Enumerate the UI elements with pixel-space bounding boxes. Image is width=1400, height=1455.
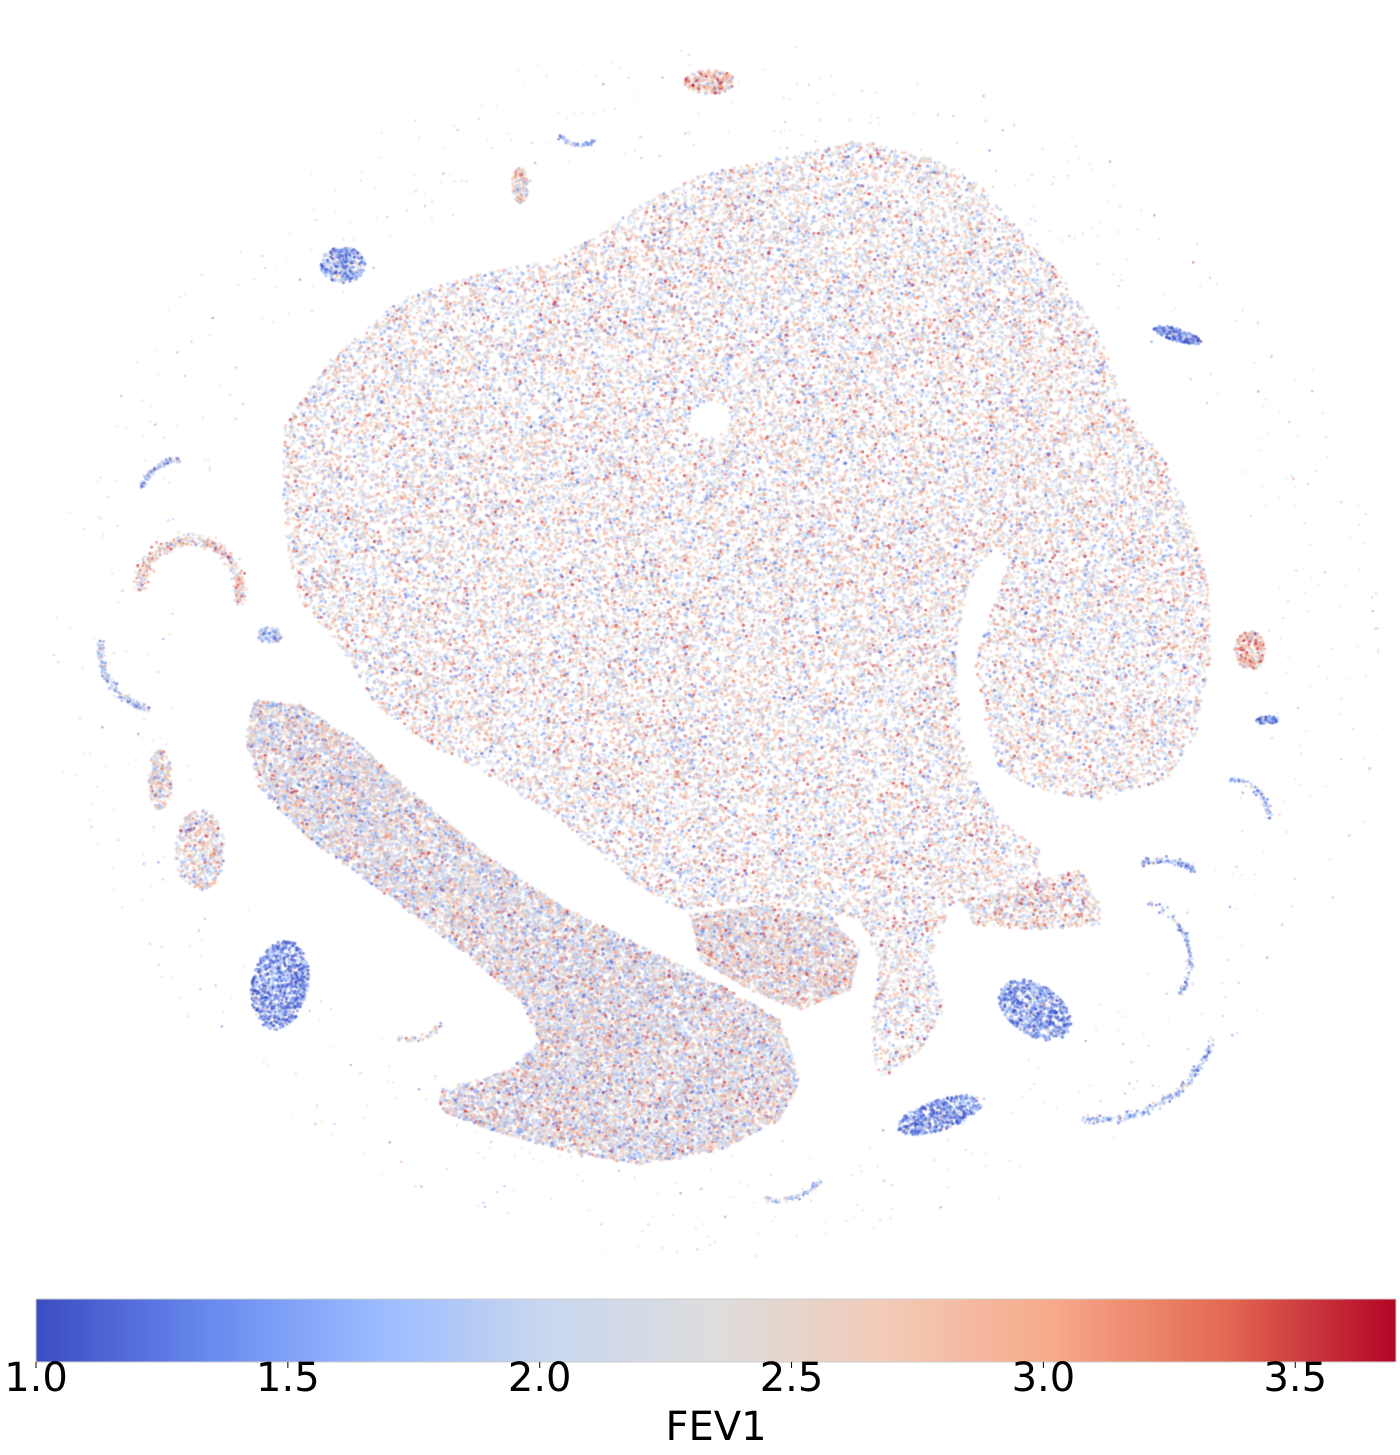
- colorbar-ticks: 1.0 1.5 2.0 2.5 3.0 3.5: [4, 1355, 1327, 1401]
- colorbar-tick-label: 1.5: [256, 1355, 320, 1401]
- colorbar-tick-label: 3.5: [1263, 1355, 1327, 1401]
- colorbar-gradient: [35, 1298, 1397, 1363]
- tsne-scatter-points: [0, 0, 1400, 1290]
- scatter-plot-area: [0, 0, 1400, 1290]
- colorbar: 1.0 1.5 2.0 2.5 3.0 3.5 FEV1: [0, 1290, 1400, 1451]
- colorbar-tick-label: 2.5: [760, 1355, 824, 1401]
- colorbar-tick-label: 1.0: [4, 1355, 68, 1401]
- colorbar-label: FEV1: [665, 1404, 766, 1450]
- colorbar-svg: 1.0 1.5 2.0 2.5 3.0 3.5 FEV1: [4, 1298, 1397, 1450]
- colorbar-tick-label: 3.0: [1012, 1355, 1076, 1401]
- colorbar-tick-label: 2.0: [508, 1355, 572, 1401]
